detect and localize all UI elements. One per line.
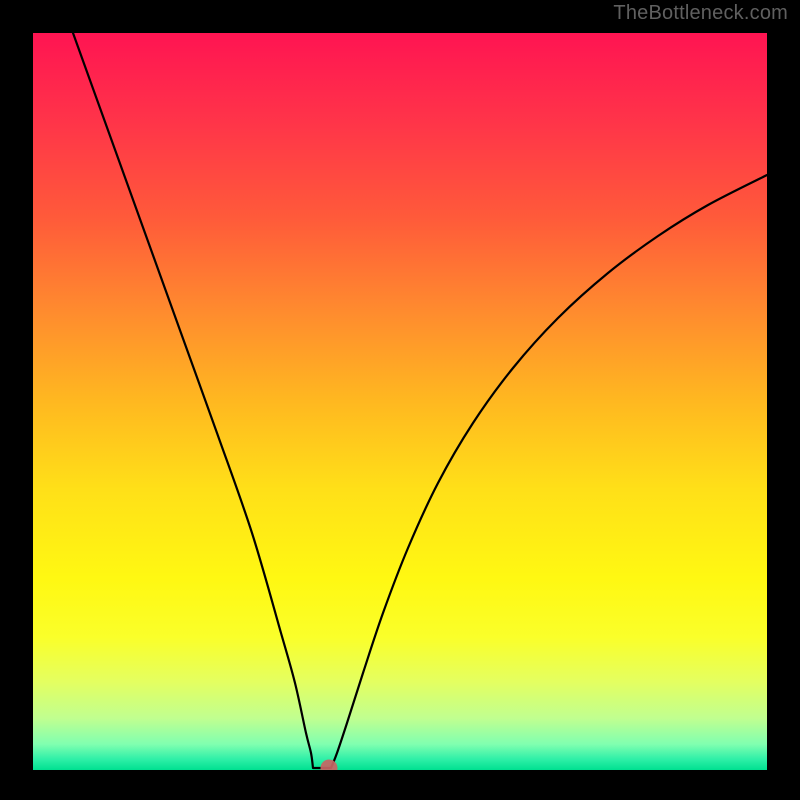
watermark-text: TheBottleneck.com: [613, 2, 788, 25]
gradient-rect: [33, 33, 767, 770]
gradient-background: [33, 33, 767, 770]
